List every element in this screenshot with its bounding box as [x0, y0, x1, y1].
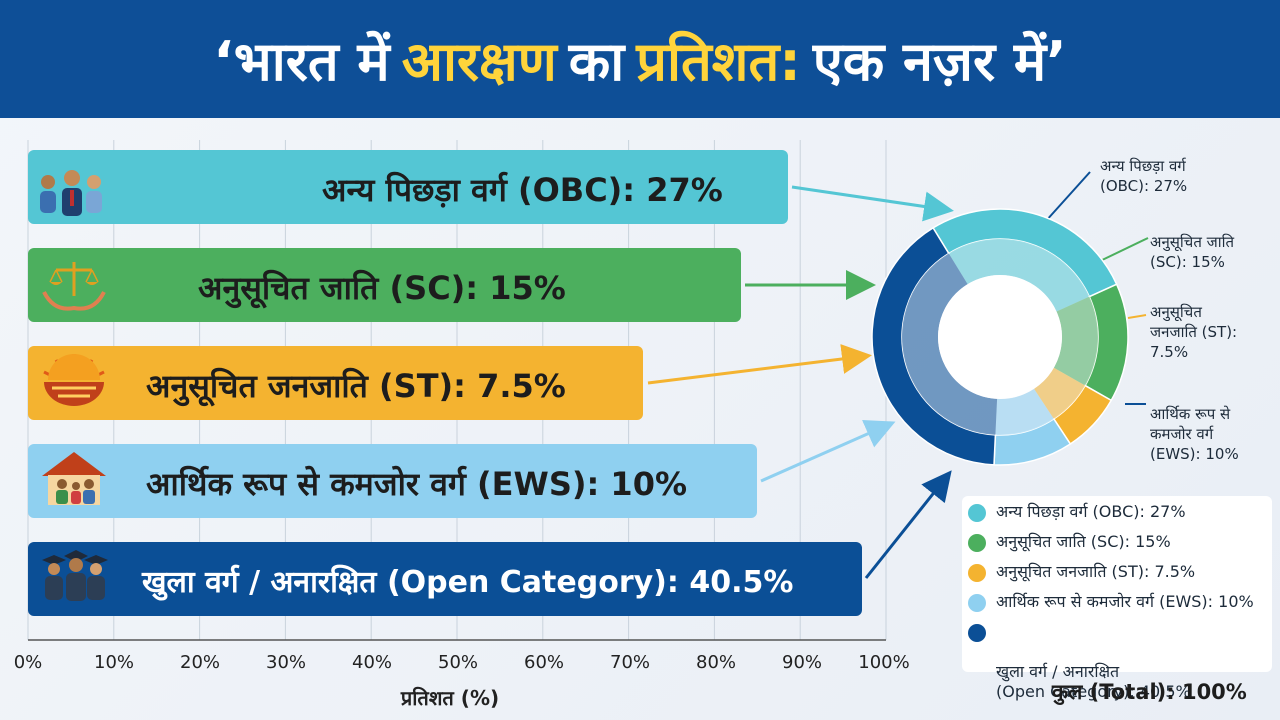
donut-hole	[938, 275, 1062, 399]
legend-label-obc: अन्य पिछड़ा वर्ग (OBC): 27%	[996, 502, 1186, 521]
legend-item-ews: आर्थिक रूप से कमजोर वर्ग (EWS): 10%	[968, 592, 1254, 612]
donut-inner-slice-sc	[1053, 296, 1098, 386]
x-tick-10: 10%	[93, 652, 135, 673]
legend-label-sc: अनुसूचित जाति (SC): 15%	[996, 532, 1171, 551]
x-tick-30: 30%	[265, 652, 307, 673]
bar-label-ews: आर्थिक रूप से कमजोर वर्ग (EWS): 10%	[146, 465, 688, 503]
annotation-leader-st	[1127, 314, 1147, 319]
title-part-3: का	[568, 30, 625, 93]
legend-dot-st	[968, 564, 986, 582]
legend-dot-open	[968, 624, 986, 642]
legend-item-obc: अन्य पिछड़ा वर्ग (OBC): 27%	[968, 502, 1186, 522]
arrow-ews	[760, 419, 896, 483]
donut-annotation-ews: आर्थिक रूप से कमजोर वर्ग (EWS): 10%	[1150, 405, 1239, 463]
annotation-leader-sc	[1097, 237, 1149, 263]
title-part-5: एक नज़र में’	[812, 30, 1067, 93]
x-tick-100: 100%	[858, 652, 910, 673]
x-tick-90: 90%	[781, 652, 823, 673]
sun-tribal-icon	[43, 354, 105, 406]
bar-sc	[28, 248, 741, 322]
justice-scales-icon	[42, 262, 106, 311]
arrow-open	[864, 470, 952, 579]
house-family-icon	[42, 452, 106, 505]
legend-label-ews: आर्थिक रूप से कमजोर वर्ग (EWS): 10%	[996, 592, 1254, 611]
donut-annotation-st: अनुसूचित जनजाति (ST): 7.5%	[1150, 303, 1238, 361]
arrow-obc	[791, 185, 954, 222]
legend-item-open: खुला वर्ग / अनारक्षित (Open Category): 4…	[968, 622, 1191, 702]
legend-label-open: खुला वर्ग / अनारक्षित (Open Category): 4…	[996, 662, 1191, 701]
donut-inner-slice-ews	[995, 388, 1054, 435]
bars	[28, 150, 862, 616]
legend-dot-obc	[968, 504, 986, 522]
x-tick-60: 60%	[523, 652, 565, 673]
total-label: कुल (Total): 100%	[1052, 680, 1247, 704]
legend-item-sc: अनुसूचित जाति (SC): 15%	[968, 532, 1171, 552]
bar-st	[28, 346, 643, 420]
legend: अन्य पिछड़ा वर्ग (OBC): 27% अनुसूचित जात…	[962, 496, 1272, 701]
donut-chart	[871, 208, 1129, 466]
people-group-icon	[40, 170, 102, 216]
title-banner: ‘भारत में आरक्षण का प्रतिशत: एक नज़र में…	[0, 0, 1280, 118]
donut-annotation-sc: अनुसूचित जाति (SC): 15%	[1150, 233, 1235, 271]
x-tick-70: 70%	[609, 652, 651, 673]
bar-label-sc: अनुसूचित जाति (SC): 15%	[198, 269, 566, 307]
bar-label-obc: अन्य पिछड़ा वर्ग (OBC): 27%	[322, 171, 723, 209]
donut-inner-slice-obc	[948, 239, 1090, 312]
donut-inner-slice-st	[1034, 367, 1086, 419]
bar-obc	[28, 150, 788, 224]
bar-label-st: अनुसूचित जनजाति (ST): 7.5%	[146, 367, 566, 405]
legend-dot-sc	[968, 534, 986, 552]
legend-label-st: अनुसूचित जनजाति (ST): 7.5%	[996, 562, 1196, 581]
x-axis-label: प्रतिशत (%)	[400, 686, 500, 710]
bar-open	[28, 542, 862, 616]
x-tick-80: 80%	[695, 652, 737, 673]
bar-ews	[28, 444, 757, 518]
x-tick-50: 50%	[437, 652, 479, 673]
connector-arrows	[647, 171, 1149, 579]
x-tick-40: 40%	[351, 652, 393, 673]
x-tick-20: 20%	[179, 652, 221, 673]
title-part-2: आरक्षण	[401, 30, 557, 93]
arrow-st	[647, 344, 872, 385]
title-part-1: ‘भारत में	[213, 30, 390, 93]
legend-item-st: अनुसूचित जनजाति (ST): 7.5%	[968, 562, 1196, 582]
graduates-icon	[42, 550, 108, 601]
donut-inner-slice-open	[902, 253, 998, 435]
title-part-4: प्रतिशत:	[636, 30, 801, 93]
legend-dot-ews	[968, 594, 986, 612]
bar-label-open: खुला वर्ग / अनारक्षित (Open Category): 4…	[142, 565, 794, 600]
x-tick-0: 0%	[13, 652, 43, 673]
donut-annotation-obc: अन्य पिछड़ा वर्ग (OBC): 27%	[1100, 157, 1188, 195]
